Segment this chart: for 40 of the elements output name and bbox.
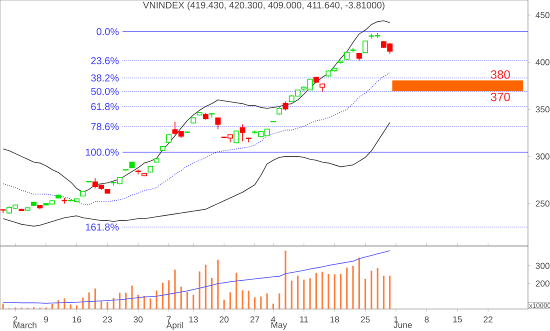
text: March [14, 322, 36, 328]
x-tick-label: 20 [220, 316, 229, 322]
x-tick-label: 27 [250, 316, 260, 322]
x-tick-label: 11 [300, 316, 308, 322]
x-tick-label: 9 [44, 316, 48, 322]
x-tick-label: 23 [103, 316, 112, 322]
y-tick-label: 300 [536, 262, 550, 269]
annotation: 38.2% [91, 74, 119, 82]
x-tick-label: 18 [330, 316, 340, 322]
x-tick-label: 7 [166, 316, 171, 322]
annotation: 50.0% [91, 88, 119, 96]
y-tick-label: 350 [536, 106, 550, 112]
annotation: 370 [490, 92, 510, 102]
x-tick-label: 30 [134, 316, 143, 322]
annotation: 161.8% [86, 224, 119, 231]
annotation: 23.6% [91, 57, 119, 64]
x-tick-label: 8 [424, 316, 429, 322]
x-tick-label: 15 [453, 316, 462, 322]
x-tick-label: 4 [271, 316, 276, 322]
candlestick [350, 48, 356, 53]
chart-title: VNINDEX (419.430, 420.300, 409.000, 411.640, -3.81000) [142, 2, 384, 10]
text: May [271, 322, 288, 330]
y-tick-label: 450 [536, 12, 550, 18]
annotation: 78.6% [91, 123, 119, 130]
y-tick-label: 300 [536, 153, 550, 160]
x-tick-label: 16 [72, 316, 82, 322]
annotation: 100.0% [86, 148, 119, 156]
annotation: 380 [490, 70, 510, 79]
y-tick-label: 250 [536, 200, 550, 207]
annotation: 0.0% [96, 28, 119, 36]
text: June [394, 322, 412, 328]
candlestick [240, 124, 246, 142]
text: April [166, 322, 184, 330]
x-tick-label: 2 [13, 316, 18, 322]
y-tick-label: 400 [536, 59, 550, 66]
x-tick-label: 13 [189, 316, 198, 322]
y-tick-label: 200 [536, 280, 550, 287]
annotation: 61.8% [91, 103, 119, 110]
x-tick-label: 22 [484, 316, 492, 322]
x-tick-label: 25 [360, 316, 370, 322]
